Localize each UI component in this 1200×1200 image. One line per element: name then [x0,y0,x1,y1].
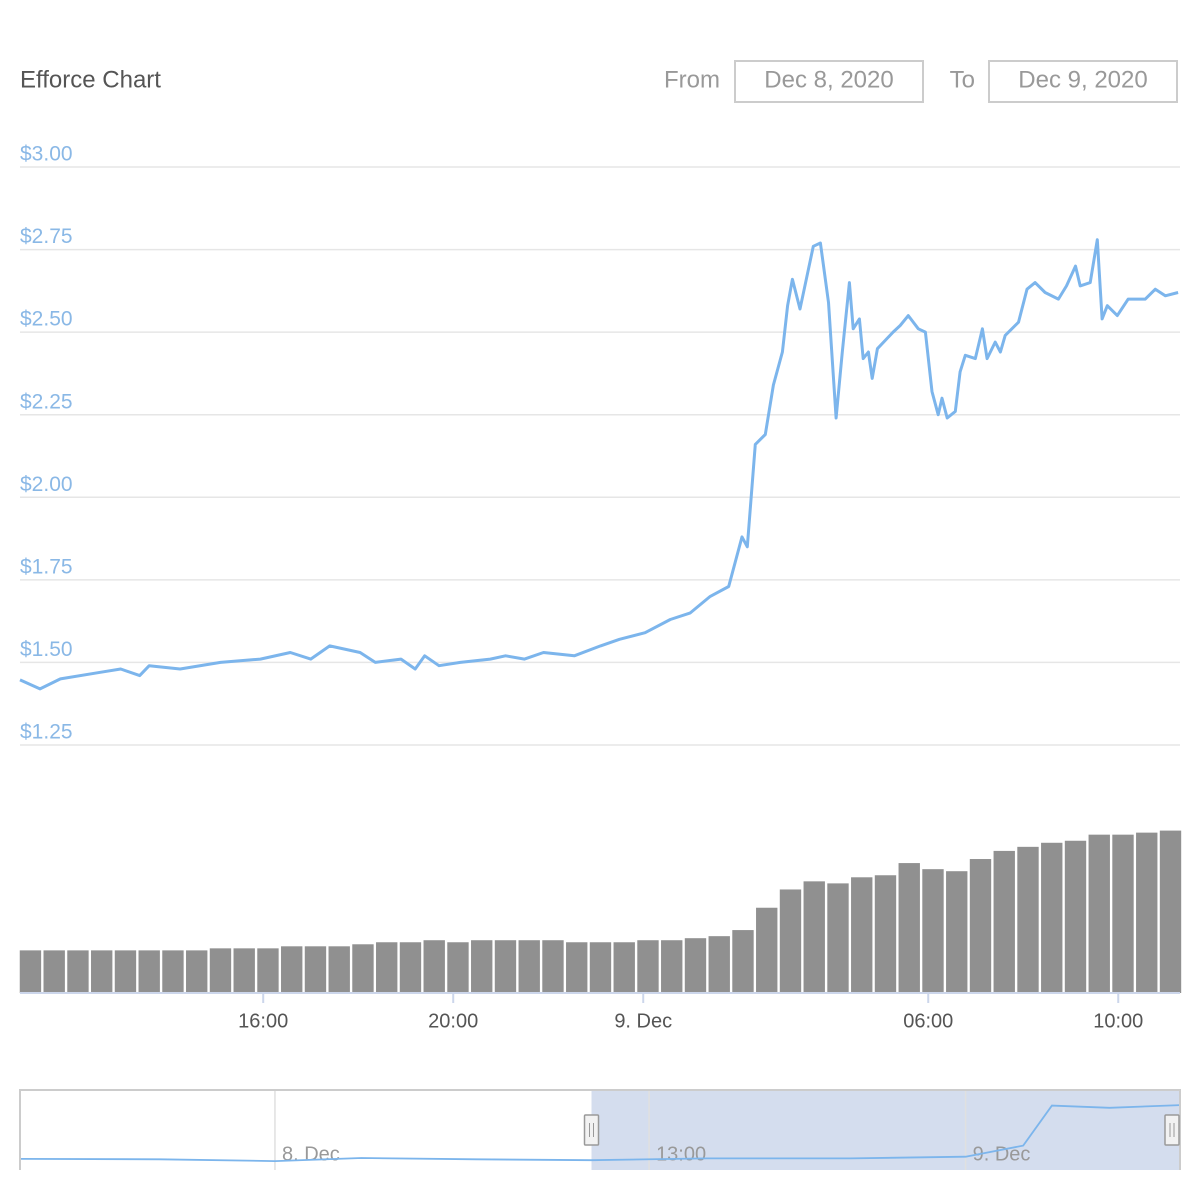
volume-bar [186,950,208,993]
navigator-handle[interactable] [1164,1114,1180,1146]
navigator-handle[interactable] [583,1114,600,1146]
volume-bar [946,871,968,993]
volume-bar [566,942,588,993]
volume-bar [19,950,42,993]
to-label: To [950,66,975,93]
navigator-selection [591,1090,1180,1170]
volume-bar [922,869,944,993]
volume-bar [1136,832,1158,993]
volume-bar [708,936,730,993]
x-tick-label: 20:00 [428,1010,478,1032]
volume-bar [471,940,493,993]
y-tick-label: $2.00 [20,473,73,496]
volume-bar [684,938,707,993]
to-date[interactable]: Dec 9, 2020 [1018,66,1147,93]
volume-bar [969,859,992,993]
volume-bar [779,889,802,993]
volume-bar [399,942,422,993]
x-tick-label: 06:00 [903,1010,953,1032]
to-input[interactable] [988,60,1178,103]
volume-bar [138,950,160,993]
volume-bar [898,863,920,993]
volume-bar [803,881,825,993]
volume-bar [114,950,137,993]
volume-bar [1041,842,1063,993]
volume-bar [637,940,659,993]
y-tick-label: $1.50 [20,638,73,661]
navigator-tick-label: 9. Dec [973,1143,1031,1165]
from-label: From [664,66,720,93]
volume-bar [661,940,683,993]
volume-bar [281,946,303,993]
volume-bar [91,950,113,993]
volume-bar [376,942,398,993]
volume-bar [162,950,184,993]
y-tick-label: $2.50 [20,308,73,331]
volume-bar [257,948,279,993]
y-tick-label: $1.25 [20,721,73,744]
volume-bar [328,946,350,993]
x-tick-label: 9. Dec [614,1010,672,1032]
chart-title: Efforce Chart [20,66,161,93]
y-tick-label: $1.75 [20,555,73,578]
volume-bar [67,950,89,993]
volume-bar [874,875,897,993]
from-date[interactable]: Dec 8, 2020 [764,66,893,93]
volume-bar [518,940,540,993]
volume-bar [447,942,469,993]
volume-bar [43,950,65,993]
price-line [19,238,1179,691]
x-tick-label: 10:00 [1093,1010,1143,1032]
volume-bar [589,942,612,993]
navigator-line [19,1104,1181,1163]
volume-bar [1112,834,1134,993]
volume-bar [1064,840,1087,993]
volume-bar [352,944,374,993]
volume-bar [233,948,255,993]
volume-bar [1159,830,1182,993]
volume-bar [1017,846,1039,993]
from-input[interactable] [734,60,924,103]
navigator-tick-label: 13:00 [656,1143,706,1165]
navigator-outline [19,1089,1181,1170]
volume-bar [613,942,635,993]
volume-bar [1088,834,1110,993]
y-tick-label: $2.75 [20,225,73,248]
navigator-tick-label: 8. Dec [282,1143,340,1165]
volume-bar [494,940,517,993]
volume-bar [851,877,873,993]
volume-bar [756,907,778,993]
volume-bar [993,850,1015,993]
volume-bar [542,940,564,993]
y-tick-label: $2.25 [20,390,73,413]
volume-bar [423,940,445,993]
volume-bar [827,883,849,993]
volume-bar [209,948,232,993]
y-tick-label: $3.00 [20,143,73,166]
volume-bar [732,930,754,993]
x-tick-label: 16:00 [238,1010,288,1032]
volume-bar [304,946,327,993]
